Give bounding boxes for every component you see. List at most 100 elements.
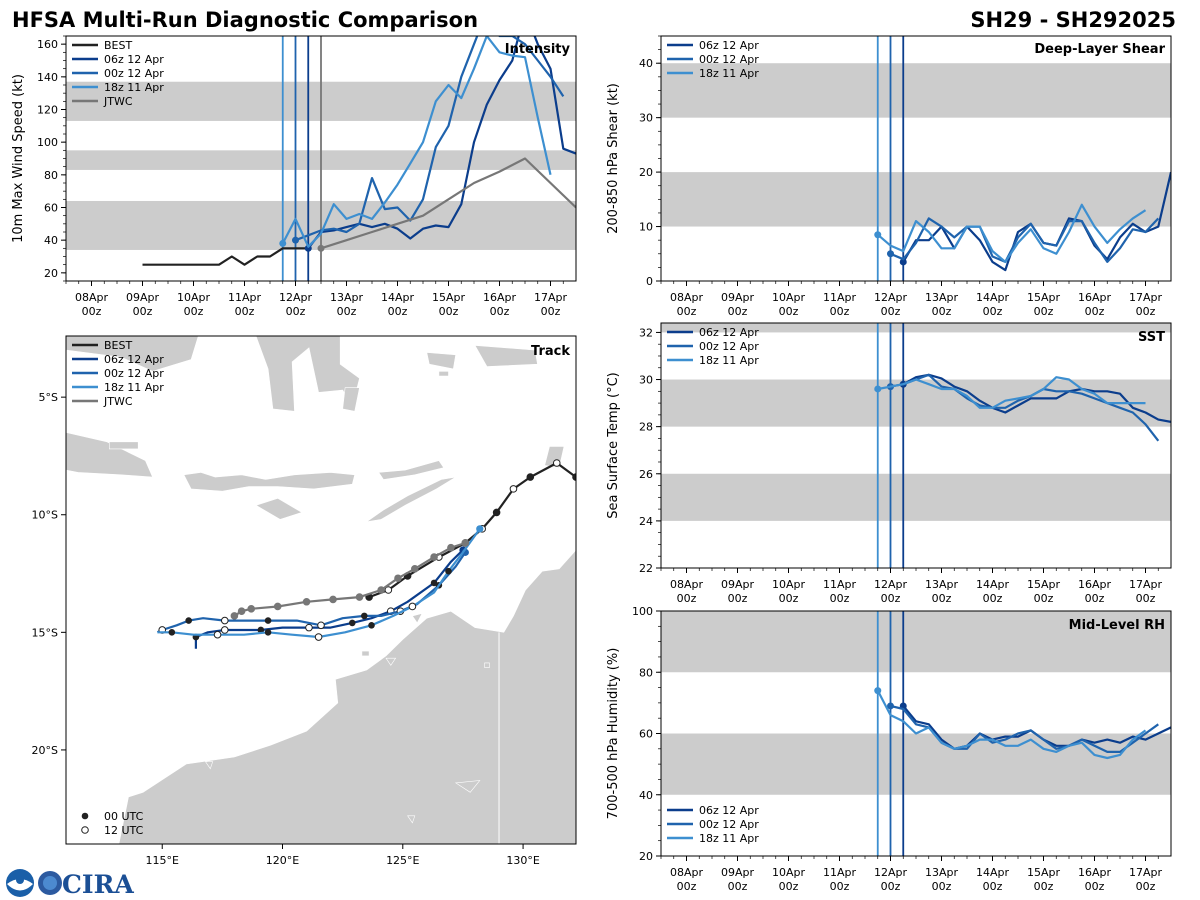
sst-panel: 22242628303208Apr00z09Apr00z10Apr00z11Ap… [606,322,1172,605]
y-tick-label: 40 [639,789,653,802]
y-tick-label: 22 [639,562,653,575]
marker-legend-label: 12 UTC [104,824,144,837]
track-point-00utc [348,619,356,627]
x-tick-date: 14Apr [381,291,415,304]
series-line-00z-12-apr [295,36,565,242]
track-point-12utc [220,626,229,634]
lat-tick-label: 15°S [32,626,58,639]
small-island-land [204,761,214,770]
timor-land [366,476,456,523]
rh-panel: 2040608010008Apr00z09Apr00z10Apr00z11Apr… [606,605,1172,893]
x-tick-hour: 00z [932,592,952,605]
storm-id: SH29 - SH292025 [970,8,1176,32]
series-start-point [887,702,894,710]
sulawesi-land [255,336,360,412]
y-tick-label: 30 [639,112,653,125]
x-tick-hour: 00z [779,305,799,318]
x-tick-hour: 00z [677,880,697,893]
y-axis-label: 700-500 hPa Humidity (%) [606,648,621,820]
buton-land [342,387,360,412]
track-point [411,565,419,573]
x-tick-hour: 00z [82,305,102,318]
x-tick-hour: 00z [286,305,306,318]
intensity-panel: 2040608010012014016008Apr00z09Apr00z10Ap… [11,35,577,318]
track-point-12utc [213,630,222,639]
x-tick-date: 08Apr [75,291,109,304]
track-point [384,586,393,594]
x-tick-date: 13Apr [925,578,959,591]
x-tick-date: 15Apr [1027,291,1061,304]
track-point [237,607,246,615]
x-tick-hour: 00z [728,880,748,893]
borneo-land [66,336,199,372]
x-tick-hour: 00z [1085,592,1105,605]
legend-label-00z-12-apr: 00z 12 Apr [699,818,759,831]
series-line-18z-11-apr [876,690,1147,760]
legend-label-18z-11-apr: 18z 11 Apr [104,81,164,94]
lon-tick-label: 115°E [145,854,178,867]
x-tick-hour: 00z [235,305,255,318]
series-line-00z-12-apr [890,217,1160,263]
track-point [430,553,438,561]
x-tick-date: 10Apr [177,291,211,304]
x-tick-hour: 00z [490,305,510,318]
x-tick-hour: 00z [1136,305,1156,318]
x-tick-date: 11Apr [823,866,857,879]
x-tick-hour: 00z [779,880,799,893]
x-tick-hour: 00z [388,305,408,318]
series-start-point [874,385,882,393]
lon-tick-label: 125°E [386,854,419,867]
legend-label-00z-12-apr: 00z 12 Apr [699,340,759,353]
track-line-18z-11-apr [157,528,481,639]
x-tick-date: 12Apr [874,866,908,879]
x-tick-date: 11Apr [823,578,857,591]
legend-label-jtwc: JTWC [103,395,133,408]
small-island-land [411,613,423,624]
track-point [329,595,337,604]
shear-panel: 01020304008Apr00z09Apr00z10Apr00z11Apr00… [606,35,1172,318]
track-point-00utc [264,617,272,624]
x-tick-hour: 00z [728,305,748,318]
legend-label-06z-12-apr: 06z 12 Apr [699,326,759,339]
track-point-12utc [305,623,313,632]
marker-legend-12utc [81,826,89,834]
legend-label-06z-12-apr: 06z 12 Apr [699,39,759,52]
x-tick-hour: 00z [728,592,748,605]
map-frame [65,335,577,845]
track-point [572,473,576,481]
x-tick-date: 17Apr [1129,578,1163,591]
y-tick-label: 80 [639,666,653,679]
x-tick-hour: 00z [1085,880,1105,893]
y-tick-label: 60 [44,202,58,215]
series-start-point [292,236,299,244]
panel-title: Mid-Level RH [1069,618,1165,633]
x-tick-date: 12Apr [279,291,313,304]
track-point [394,574,402,583]
x-tick-date: 13Apr [330,291,364,304]
lat-tick-label: 10°S [32,509,58,522]
marker-legend-00utc [81,812,89,820]
small-island-land [407,815,416,824]
y-tick-label: 60 [639,728,653,741]
nusa-tenggara-land [183,472,356,492]
x-tick-hour: 00z [184,305,204,318]
panel-title: Intensity [505,42,571,57]
track-start-point [476,525,484,533]
track-point [447,543,455,552]
track-point [526,473,535,481]
x-tick-date: 17Apr [534,291,568,304]
y-tick-label: 28 [639,421,653,434]
x-tick-date: 11Apr [228,291,262,304]
series-line-00z-12-apr [890,373,1160,442]
x-tick-hour: 00z [830,305,850,318]
x-tick-hour: 00z [983,305,1003,318]
x-tick-hour: 00z [881,305,901,318]
track-point [355,593,364,601]
noaa-logo [6,869,34,897]
track-point-00utc [361,612,368,620]
x-tick-date: 16Apr [483,291,517,304]
x-tick-date: 08Apr [670,578,704,591]
x-tick-hour: 00z [1136,880,1156,893]
series-line-18z-11-apr [877,376,1146,409]
y-tick-label: 140 [37,71,58,84]
